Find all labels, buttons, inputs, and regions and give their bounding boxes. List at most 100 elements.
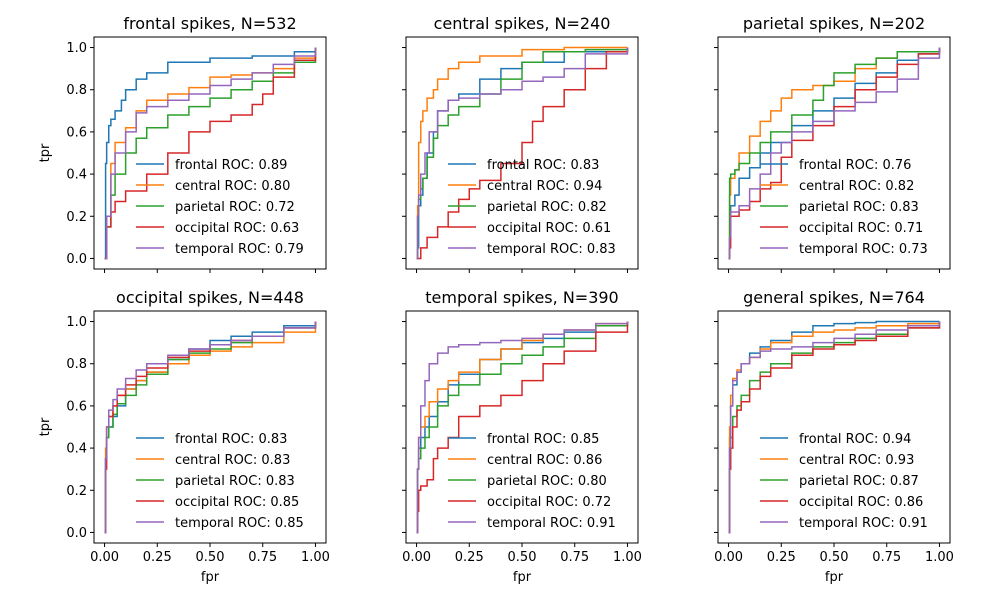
legend-label: temporal ROC: 0.79	[175, 242, 304, 257]
legend-label: occipital ROC: 0.61	[487, 221, 611, 236]
series-line-4	[104, 47, 317, 260]
chart-title: general spikes, N=764	[743, 288, 925, 307]
series-group	[728, 47, 941, 260]
chart-panel-1: frontal spikes, N=532 0.0 0.2 0.4 0.6 0.8 1.0 t…	[38, 14, 327, 273]
legend-label: occipital ROC: 0.71	[799, 221, 923, 236]
x-ticks	[416, 269, 628, 273]
series-group	[104, 47, 317, 260]
legend-label: parietal ROC: 0.80	[487, 474, 607, 489]
y-tick-label: 0.4	[66, 168, 87, 183]
y-axis-label: tpr	[38, 417, 53, 436]
series-line-5	[104, 47, 317, 260]
chart-title: parietal spikes, N=202	[743, 14, 925, 33]
x-tick-label: 0.50	[508, 550, 537, 565]
y-ticks: 0.0 0.2 0.4 0.6 0.8 1.0	[66, 41, 94, 267]
x-tick-label: 1.00	[613, 550, 642, 565]
legend-label: central ROC: 0.94	[487, 179, 602, 194]
y-tick-label: 0.0	[66, 252, 87, 267]
y-ticks	[714, 47, 718, 259]
chart-panel-5: temporal spikes, N=390 0.00 0.25 0.50 0.75 1.…	[402, 288, 642, 585]
legend-label: parietal ROC: 0.72	[175, 200, 295, 215]
y-axis-label: tpr	[38, 143, 53, 162]
series-line-5	[104, 321, 317, 534]
legend-label: temporal ROC: 0.91	[799, 516, 928, 531]
x-tick-label: 0.50	[820, 550, 849, 565]
series-line-3	[416, 321, 629, 534]
x-tick-label: 0.75	[560, 550, 589, 565]
legend-label: occipital ROC: 0.72	[487, 495, 611, 510]
chart-panel-3: parietal spikes, N=202 frontal ROC: 0.76 c…	[714, 14, 951, 273]
y-tick-label: 0.6	[66, 399, 87, 414]
legend: frontal ROC: 0.83 central ROC: 0.83 pariet…	[136, 432, 304, 531]
series-line-4	[728, 47, 941, 260]
legend-label: central ROC: 0.82	[799, 179, 914, 194]
x-ticks	[104, 269, 316, 273]
chart-panel-2: central spikes, N=240 frontal ROC: 0.83 ce…	[402, 14, 639, 273]
series-line-4	[416, 47, 629, 260]
legend-label: parietal ROC: 0.83	[799, 200, 919, 215]
series-group	[104, 321, 317, 534]
y-tick-label: 1.0	[66, 41, 87, 56]
x-axis-label: fpr	[825, 570, 844, 585]
series-line-1	[104, 47, 317, 260]
legend-label: parietal ROC: 0.87	[799, 474, 919, 489]
legend: frontal ROC: 0.83 central ROC: 0.94 pariet…	[448, 158, 616, 257]
x-tick-label: 0.25	[767, 550, 796, 565]
x-tick-label: 0.75	[248, 550, 277, 565]
series-line-5	[728, 321, 941, 534]
x-tick-label: 0.75	[872, 550, 901, 565]
legend-label: central ROC: 0.86	[487, 453, 602, 468]
series-line-2	[416, 46, 628, 260]
legend-label: parietal ROC: 0.82	[487, 200, 607, 215]
chart-title: occipital spikes, N=448	[116, 288, 304, 307]
x-ticks: 0.00 0.25 0.50 0.75 1.00	[714, 543, 954, 565]
legend: frontal ROC: 0.85 central ROC: 0.86 pariet…	[448, 432, 616, 531]
y-tick-label: 0.2	[66, 210, 87, 225]
x-tick-label: 0.00	[90, 550, 119, 565]
legend-label: temporal ROC: 0.85	[175, 516, 304, 531]
x-ticks: 0.00 0.25 0.50 0.75 1.00	[402, 543, 642, 565]
chart-panel-4: occipital spikes, N=448 0.00 0.25 0.50 0.75 1…	[38, 288, 330, 585]
x-tick-label: 0.25	[455, 550, 484, 565]
x-tick-label: 1.00	[301, 550, 330, 565]
y-ticks: 0.0 0.2 0.4 0.6 0.8 1.0	[66, 315, 94, 541]
legend-label: central ROC: 0.93	[799, 453, 914, 468]
series-line-5	[416, 321, 629, 534]
x-axis-label: fpr	[201, 570, 220, 585]
legend-label: parietal ROC: 0.83	[175, 474, 295, 489]
y-tick-label: 0.8	[66, 83, 87, 98]
legend-label: frontal ROC: 0.89	[175, 158, 287, 173]
x-axis-label: fpr	[513, 570, 532, 585]
x-tick-label: 0.00	[714, 550, 743, 565]
legend-label: temporal ROC: 0.83	[487, 242, 616, 257]
legend-label: occipital ROC: 0.86	[799, 495, 923, 510]
legend-label: frontal ROC: 0.76	[799, 158, 911, 173]
y-tick-label: 0.4	[66, 442, 87, 457]
y-tick-label: 1.0	[66, 315, 87, 330]
x-ticks	[728, 269, 940, 273]
legend-label: central ROC: 0.83	[175, 453, 290, 468]
legend: frontal ROC: 0.76 central ROC: 0.82 pariet…	[760, 158, 928, 257]
legend-label: temporal ROC: 0.73	[799, 242, 928, 257]
chart-title: central spikes, N=240	[434, 14, 611, 33]
chart-panel-6: general spikes, N=764 0.00 0.25 0.50 0.75 1.0…	[714, 288, 954, 585]
legend-label: occipital ROC: 0.85	[175, 495, 299, 510]
x-tick-label: 0.00	[402, 550, 431, 565]
x-tick-label: 0.25	[143, 550, 172, 565]
y-tick-label: 0.0	[66, 526, 87, 541]
series-line-4	[728, 321, 941, 534]
legend: frontal ROC: 0.89 central ROC: 0.80 pariet…	[136, 158, 304, 257]
y-ticks	[402, 321, 406, 533]
x-tick-label: 1.00	[925, 550, 954, 565]
legend-label: occipital ROC: 0.63	[175, 221, 299, 236]
y-tick-label: 0.8	[66, 357, 87, 372]
series-group	[728, 320, 941, 534]
legend-label: frontal ROC: 0.94	[799, 432, 911, 447]
y-tick-label: 0.6	[66, 125, 87, 140]
legend-label: temporal ROC: 0.91	[487, 516, 616, 531]
legend-label: frontal ROC: 0.83	[175, 432, 287, 447]
x-ticks: 0.00 0.25 0.50 0.75 1.00	[90, 543, 330, 565]
chart-title: frontal spikes, N=532	[123, 14, 296, 33]
x-tick-label: 0.50	[196, 550, 225, 565]
